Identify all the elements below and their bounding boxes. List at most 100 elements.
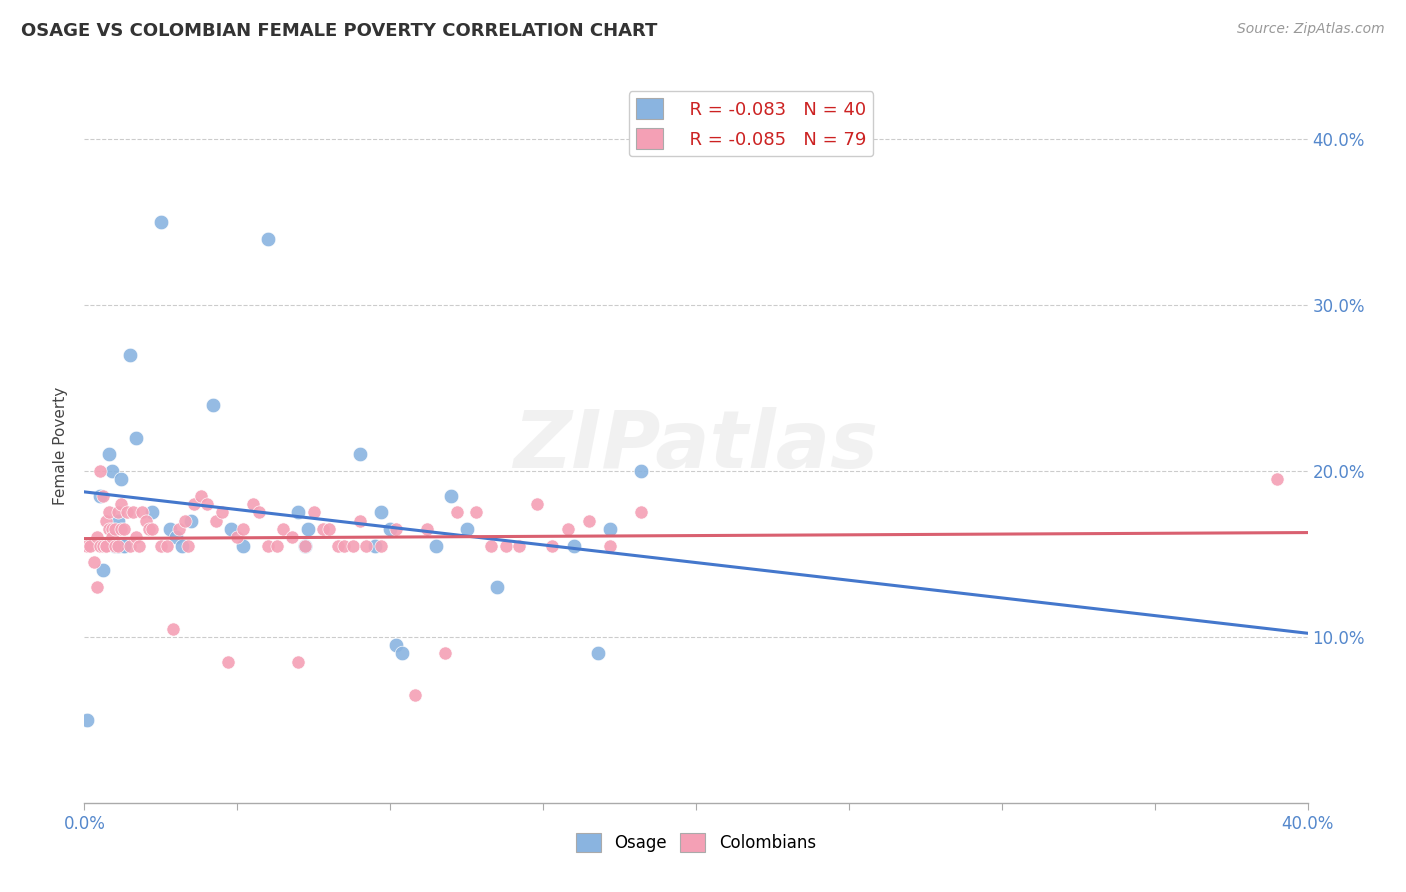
- Point: [76, 539, 98, 553]
- Point: [120, 539, 142, 553]
- Point: [112, 539, 135, 553]
- Point: [107, 539, 129, 553]
- Point: [120, 348, 142, 362]
- Point: [165, 530, 187, 544]
- Point: [425, 539, 447, 553]
- Point: [156, 539, 179, 553]
- Point: [297, 522, 319, 536]
- Point: [446, 505, 468, 519]
- Point: [125, 530, 148, 544]
- Point: [333, 539, 356, 553]
- Text: Source: ZipAtlas.com: Source: ZipAtlas.com: [1237, 22, 1385, 37]
- Point: [440, 489, 463, 503]
- Point: [112, 522, 135, 536]
- Point: [159, 522, 181, 536]
- Point: [177, 539, 200, 553]
- Point: [232, 539, 254, 553]
- Point: [101, 530, 124, 544]
- Point: [125, 431, 148, 445]
- Point: [162, 622, 184, 636]
- Point: [434, 647, 457, 661]
- Point: [91, 564, 114, 578]
- Point: [94, 539, 117, 553]
- Point: [79, 539, 101, 553]
- Point: [107, 514, 129, 528]
- Point: [541, 539, 564, 553]
- Point: [456, 522, 478, 536]
- Point: [101, 522, 124, 536]
- Point: [205, 514, 228, 528]
- Point: [112, 539, 135, 553]
- Point: [190, 489, 212, 503]
- Point: [479, 539, 502, 553]
- Point: [131, 505, 153, 519]
- Point: [281, 530, 304, 544]
- Point: [141, 522, 163, 536]
- Point: [370, 539, 392, 553]
- Point: [391, 647, 413, 661]
- Point: [91, 489, 114, 503]
- Point: [97, 505, 120, 519]
- Point: [138, 522, 160, 536]
- Point: [195, 497, 218, 511]
- Point: [89, 539, 111, 553]
- Point: [141, 505, 163, 519]
- Point: [219, 522, 242, 536]
- Point: [110, 497, 132, 511]
- Point: [101, 464, 124, 478]
- Point: [217, 655, 239, 669]
- Point: [312, 522, 335, 536]
- Point: [562, 539, 585, 553]
- Point: [94, 539, 117, 553]
- Point: [242, 497, 264, 511]
- Legend: Osage, Colombians: Osage, Colombians: [569, 826, 823, 859]
- Point: [226, 530, 249, 544]
- Point: [370, 505, 392, 519]
- Point: [526, 497, 548, 511]
- Point: [110, 522, 132, 536]
- Text: ZIPatlas: ZIPatlas: [513, 407, 879, 485]
- Point: [349, 447, 371, 461]
- Point: [1265, 472, 1288, 486]
- Point: [294, 539, 316, 553]
- Point: [599, 522, 621, 536]
- Point: [183, 497, 205, 511]
- Point: [354, 539, 377, 553]
- Point: [404, 688, 426, 702]
- Point: [97, 522, 120, 536]
- Point: [211, 505, 233, 519]
- Point: [257, 539, 280, 553]
- Point: [557, 522, 579, 536]
- Point: [232, 522, 254, 536]
- Point: [578, 514, 600, 528]
- Point: [97, 447, 120, 461]
- Point: [385, 638, 408, 652]
- Point: [86, 580, 108, 594]
- Point: [104, 522, 127, 536]
- Point: [76, 713, 98, 727]
- Point: [110, 472, 132, 486]
- Point: [91, 539, 114, 553]
- Point: [287, 505, 309, 519]
- Point: [364, 539, 387, 553]
- Point: [174, 514, 197, 528]
- Point: [149, 215, 172, 229]
- Point: [172, 539, 194, 553]
- Point: [104, 539, 127, 553]
- Point: [86, 530, 108, 544]
- Point: [630, 464, 652, 478]
- Point: [149, 539, 172, 553]
- Point: [294, 539, 316, 553]
- Point: [83, 555, 105, 569]
- Point: [599, 539, 621, 553]
- Point: [342, 539, 364, 553]
- Point: [318, 522, 340, 536]
- Y-axis label: Female Poverty: Female Poverty: [53, 387, 69, 505]
- Point: [122, 505, 145, 519]
- Point: [508, 539, 530, 553]
- Point: [247, 505, 270, 519]
- Point: [94, 514, 117, 528]
- Point: [135, 514, 157, 528]
- Point: [380, 522, 402, 536]
- Point: [271, 522, 294, 536]
